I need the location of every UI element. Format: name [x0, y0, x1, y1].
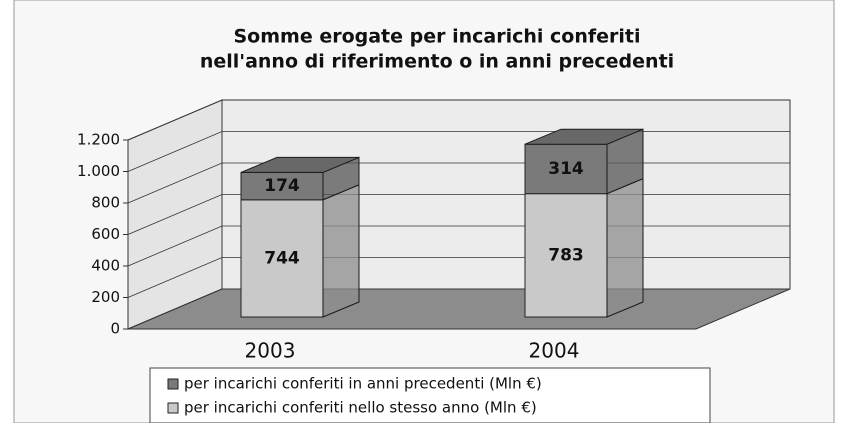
y-tick-label: 1.000 [77, 162, 120, 180]
y-tick-label: 400 [91, 257, 120, 275]
bar-top [240, 156, 360, 173]
chart-title: Somme erogate per incarichi conferiti [233, 26, 640, 48]
legend-swatch [167, 402, 179, 414]
y-tick-label: 1.200 [77, 131, 120, 149]
grid-line [127, 99, 790, 141]
chart-title: nell'anno di riferimento o in anni prece… [200, 51, 674, 73]
legend-label: per incarichi conferiti in anni preceden… [184, 375, 542, 393]
legend-swatch [167, 378, 179, 390]
y-tick-label: 800 [91, 194, 120, 212]
data-label: 744 [264, 248, 300, 268]
legend [149, 367, 711, 423]
bar-front [524, 143, 608, 195]
y-tick-label: 200 [91, 288, 120, 306]
data-label: 783 [548, 245, 584, 265]
data-label: 314 [548, 159, 584, 179]
data-label: 174 [264, 176, 300, 196]
y-tick-label: 600 [91, 225, 120, 243]
bar-front [524, 193, 608, 318]
legend-label: per incarichi conferiti nello stesso ann… [184, 399, 537, 417]
x-tick-label: 2004 [529, 339, 580, 363]
floor [127, 288, 791, 330]
x-tick-label: 2003 [245, 339, 296, 363]
bar-side [606, 177, 644, 318]
bar-side [322, 184, 360, 318]
y-tick-label: 0 [110, 320, 120, 338]
bar-top [524, 128, 644, 145]
